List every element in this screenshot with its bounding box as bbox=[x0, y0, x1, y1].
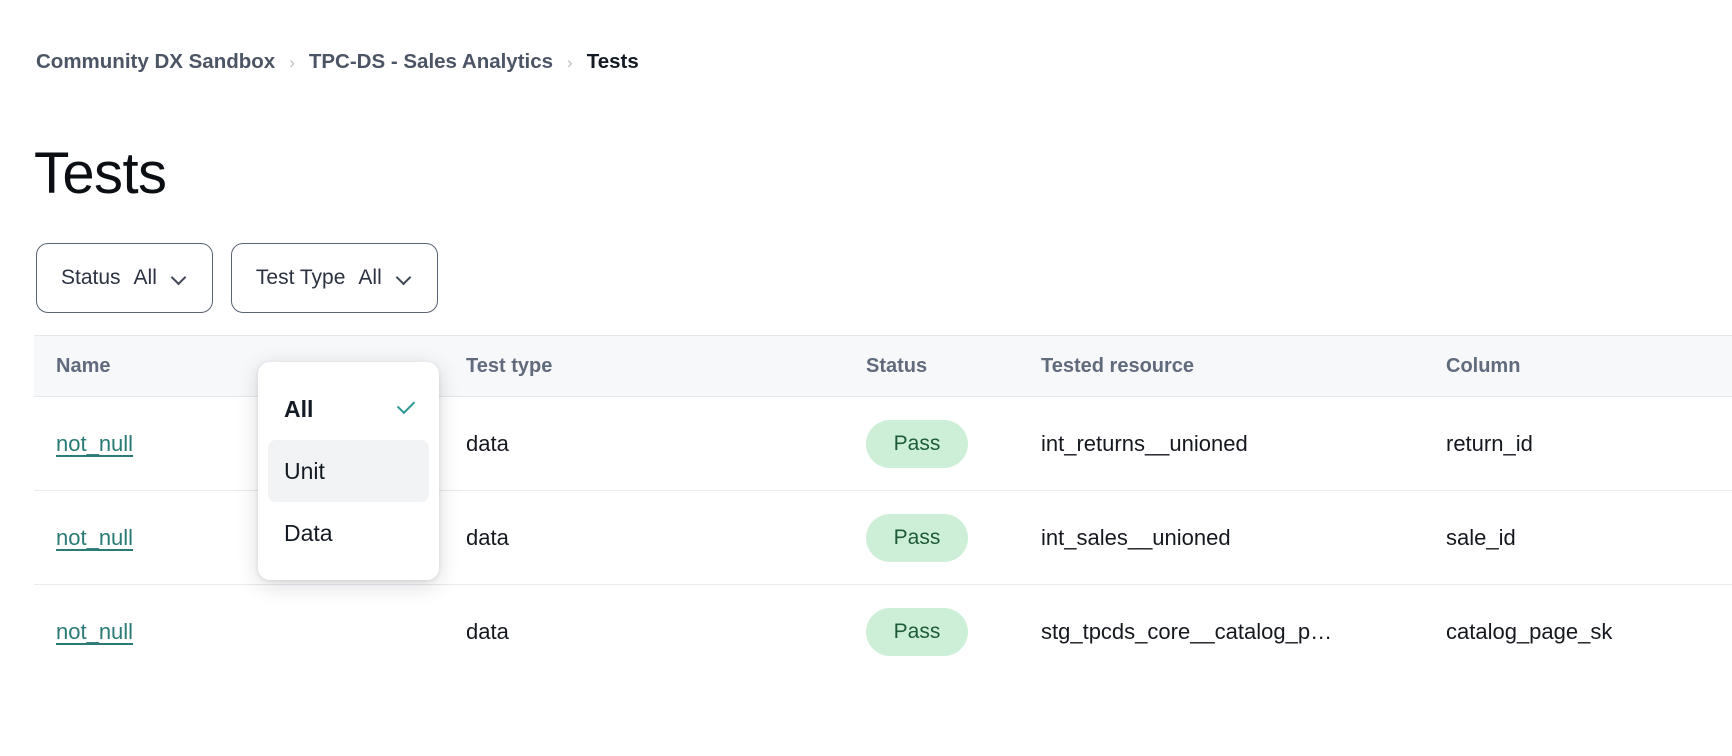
breadcrumb-item-community-dx-sandbox[interactable]: Community DX Sandbox bbox=[36, 50, 276, 73]
cell-column: sale_id bbox=[1446, 524, 1516, 550]
chevron-down-icon bbox=[172, 270, 188, 286]
chevron-right-icon: › bbox=[289, 52, 295, 72]
status-badge: Pass bbox=[866, 608, 968, 656]
status-filter-label: Status bbox=[61, 266, 121, 289]
test-type-dropdown-menu: All Unit Data bbox=[258, 362, 439, 580]
cell-name: not_null bbox=[34, 619, 444, 645]
dropdown-option-label: Unit bbox=[284, 457, 325, 484]
chevron-right-icon: › bbox=[567, 52, 573, 72]
dropdown-option-unit[interactable]: Unit bbox=[268, 440, 429, 502]
page-title: Tests bbox=[34, 140, 167, 206]
cell-status: Pass bbox=[844, 513, 1019, 562]
column-header-name[interactable]: Name bbox=[56, 354, 111, 377]
table-row: not_null data Pass stg_tpcds_core__catal… bbox=[34, 585, 1732, 679]
test-type-filter-value: All bbox=[358, 266, 382, 289]
cell-status: Pass bbox=[844, 608, 1019, 656]
cell-test-type: data bbox=[466, 430, 509, 456]
column-header-test-type[interactable]: Test type bbox=[466, 354, 553, 377]
cell-tested-resource: int_sales__unioned bbox=[1041, 524, 1231, 550]
cell-column: return_id bbox=[1446, 430, 1533, 456]
dropdown-option-label: All bbox=[284, 395, 314, 422]
status-filter-button[interactable]: Status All bbox=[36, 243, 213, 313]
test-name-link[interactable]: not_null bbox=[56, 430, 134, 456]
test-type-filter-label: Test Type bbox=[255, 266, 346, 289]
dropdown-option-label: Data bbox=[284, 519, 333, 546]
dropdown-option-all[interactable]: All bbox=[268, 378, 429, 440]
dropdown-option-data[interactable]: Data bbox=[268, 502, 429, 564]
status-badge: Pass bbox=[866, 513, 968, 562]
status-badge: Pass bbox=[866, 419, 968, 468]
column-header-tested-resource[interactable]: Tested resource bbox=[1041, 354, 1195, 377]
chevron-down-icon bbox=[397, 270, 413, 286]
breadcrumb-item-tests: Tests bbox=[586, 50, 639, 73]
test-name-link[interactable]: not_null bbox=[56, 619, 134, 644]
cell-tested-resource: stg_tpcds_core__catalog_p… bbox=[1041, 619, 1333, 644]
test-name-link[interactable]: not_null bbox=[56, 524, 134, 550]
check-icon bbox=[395, 398, 417, 420]
breadcrumb: Community DX Sandbox › TPC-DS - Sales An… bbox=[36, 50, 639, 74]
cell-tested-resource: int_returns__unioned bbox=[1041, 430, 1248, 456]
column-header-column[interactable]: Column bbox=[1446, 354, 1521, 377]
cell-test-type: data bbox=[466, 524, 509, 550]
cell-status: Pass bbox=[844, 419, 1019, 468]
breadcrumb-item-tpc-ds-sales-analytics[interactable]: TPC-DS - Sales Analytics bbox=[308, 50, 554, 73]
filter-bar: Status All Test Type All bbox=[36, 243, 438, 313]
cell-test-type: data bbox=[466, 619, 509, 644]
status-filter-value: All bbox=[133, 266, 157, 289]
column-header-status[interactable]: Status bbox=[866, 354, 928, 377]
test-type-filter-button[interactable]: Test Type All bbox=[230, 243, 438, 313]
cell-column: catalog_page_sk bbox=[1446, 619, 1613, 644]
